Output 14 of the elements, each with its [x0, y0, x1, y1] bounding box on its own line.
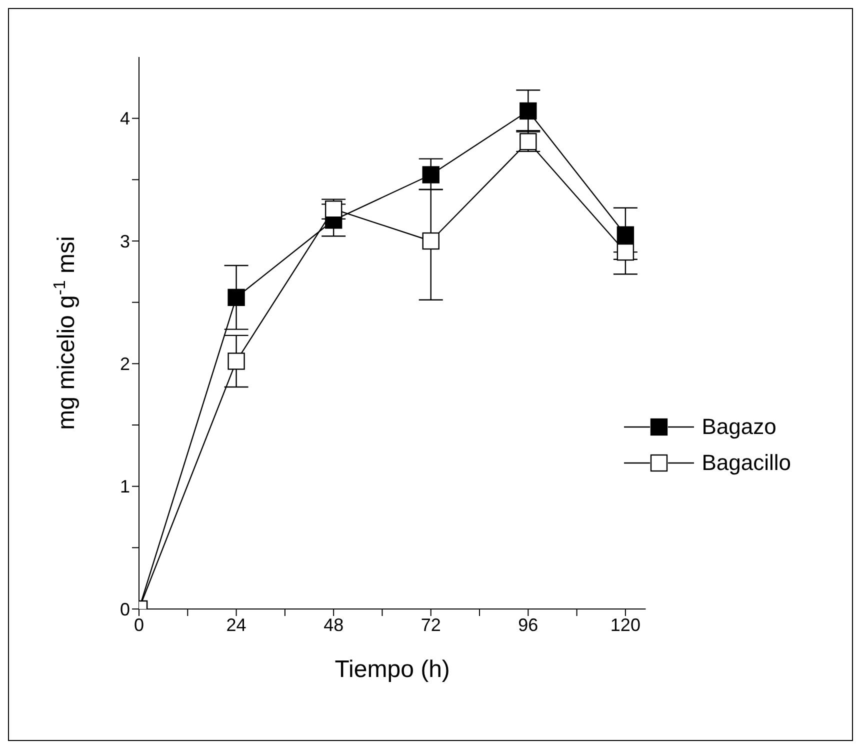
y-tick-label: 2 [120, 354, 130, 374]
y-tick-label: 3 [120, 231, 130, 252]
y-tick-label: 1 [120, 476, 130, 497]
x-tick-label: 24 [226, 614, 246, 635]
x-tick-label: 96 [518, 614, 538, 635]
x-tick-label: 0 [134, 614, 144, 635]
legend-label: Bagazo [702, 414, 776, 440]
y-tick-label: 4 [120, 108, 130, 129]
legend-label: Bagacillo [702, 450, 791, 476]
x-tick-label: 72 [420, 614, 441, 635]
y-tick-label: 0 [120, 599, 130, 620]
x-tick-label: 120 [610, 614, 640, 635]
x-tick-label: 48 [324, 614, 344, 635]
x-axis-title: Tiempo (h) [334, 656, 450, 683]
